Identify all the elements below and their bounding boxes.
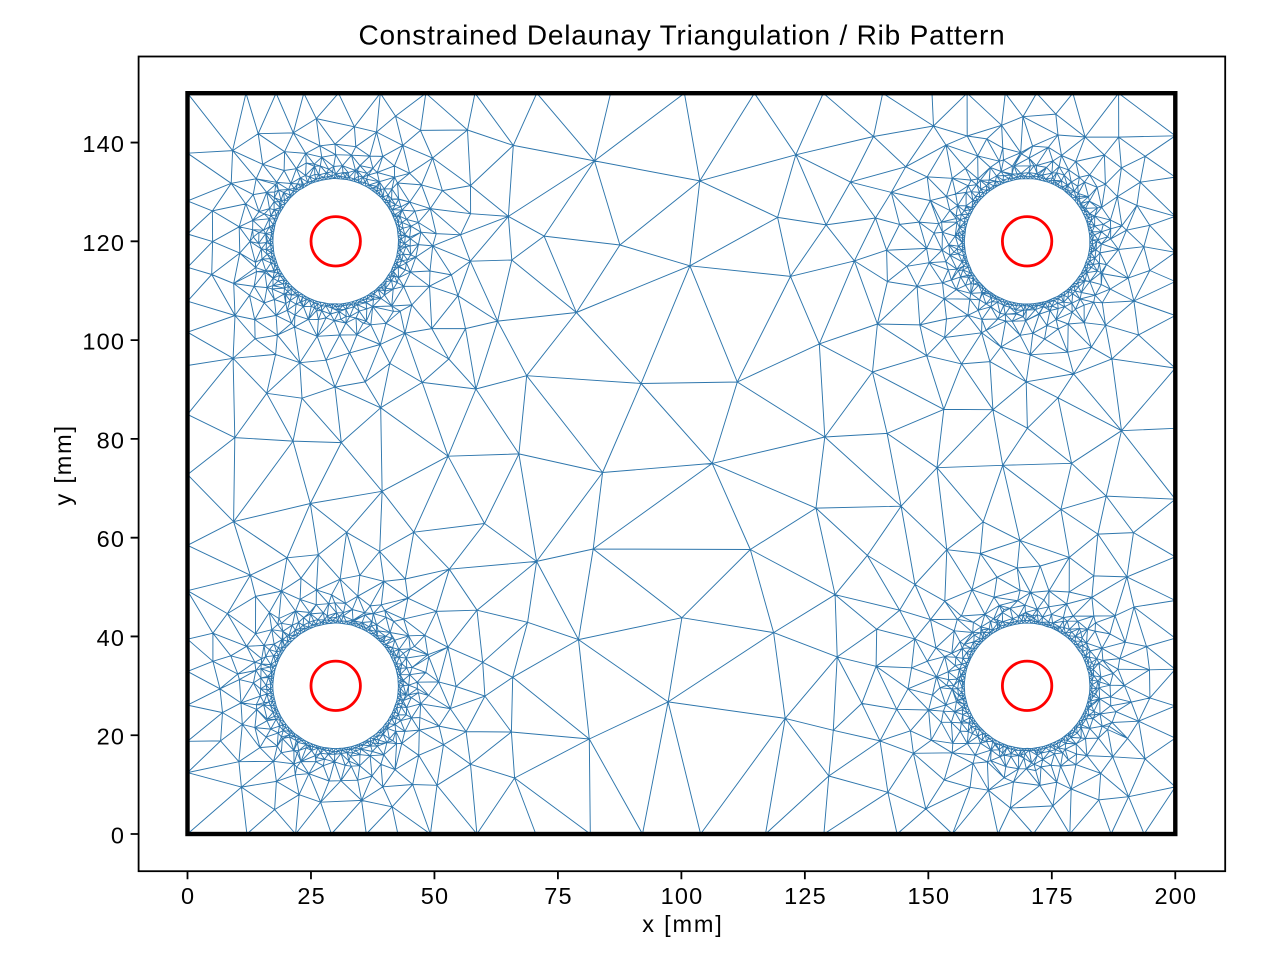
svg-text:0: 0 (111, 823, 125, 849)
svg-text:100: 100 (661, 883, 704, 909)
svg-text:120: 120 (82, 230, 125, 256)
svg-text:125: 125 (784, 883, 827, 909)
svg-text:150: 150 (907, 883, 950, 909)
svg-text:x [mm]: x [mm] (642, 911, 723, 937)
svg-text:140: 140 (82, 131, 125, 157)
svg-text:50: 50 (421, 883, 450, 909)
svg-text:60: 60 (97, 526, 126, 552)
svg-text:175: 175 (1031, 883, 1074, 909)
svg-text:200: 200 (1154, 883, 1197, 909)
svg-text:Constrained Delaunay Triangula: Constrained Delaunay Triangulation / Rib… (359, 20, 1006, 51)
svg-text:40: 40 (97, 625, 126, 651)
svg-text:25: 25 (297, 883, 326, 909)
svg-text:75: 75 (544, 883, 573, 909)
svg-text:20: 20 (97, 724, 126, 750)
svg-text:y [mm]: y [mm] (50, 424, 76, 505)
svg-text:0: 0 (181, 883, 195, 909)
svg-text:100: 100 (82, 329, 125, 355)
svg-text:80: 80 (97, 427, 126, 453)
